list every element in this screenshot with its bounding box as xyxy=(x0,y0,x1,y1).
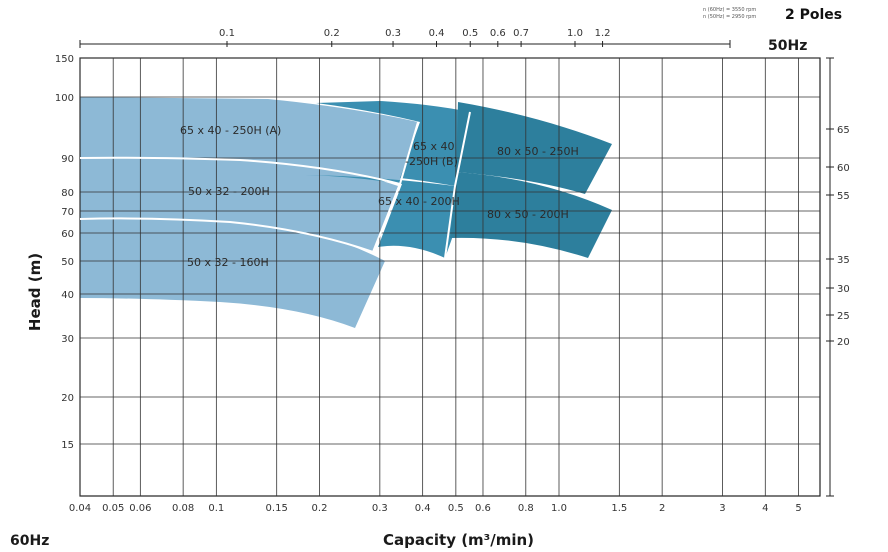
top-tick-labels: 0.1 0.2 0.3 0.4 0.5 0.6 0.7 1.0 1.2 xyxy=(219,28,611,47)
bottom-tick-label: 0.8 xyxy=(518,503,534,514)
top-tick-label: 0.6 xyxy=(490,28,506,39)
right-tick-label: 30 xyxy=(837,284,850,295)
x-axis-title: Capacity (m³/min) xyxy=(383,531,534,549)
region-65x40-250h-b xyxy=(316,101,470,186)
region-80x50-200h xyxy=(450,172,612,258)
bottom-tick-label: 1.0 xyxy=(551,503,567,514)
series-label: 50 x 32 - 160H xyxy=(187,256,269,269)
region-borders xyxy=(79,111,471,259)
y-axis-title: Head (m) xyxy=(26,253,44,331)
top-tick-label: 0.7 xyxy=(513,28,529,39)
top-tick-label: 1.2 xyxy=(595,28,611,39)
poles-label: 2 Poles xyxy=(785,7,842,23)
right-tick-label: 60 xyxy=(837,163,850,174)
series-label: -250H (B) xyxy=(405,155,458,168)
bottom-tick-label: 0.15 xyxy=(266,503,288,514)
region-50x32-200h xyxy=(80,157,398,252)
series-labels: 65 x 40 - 250H (A) 50 x 32 - 200H 50 x 32 … xyxy=(180,124,579,269)
top-tick-label: 0.2 xyxy=(324,28,340,39)
bottom-tick-label: 0.08 xyxy=(172,503,194,514)
region-65x40-250h-a xyxy=(80,97,418,184)
left-tick-label: 60 xyxy=(61,229,74,240)
left-tick-label: 150 xyxy=(55,54,74,65)
right-tick-labels: 65 60 55 35 30 25 20 xyxy=(826,125,850,348)
series-label: 65 x 40 - 250H (A) xyxy=(180,124,281,137)
rpm-note-60: n (60Hz) = 3550 rpm xyxy=(703,7,756,13)
left-tick-label: 15 xyxy=(61,440,74,451)
right-tick-label: 55 xyxy=(837,191,850,202)
series-label: 65 x 40 - 200H xyxy=(378,195,460,208)
bottom-tick-label: 0.6 xyxy=(475,503,491,514)
pump-regions xyxy=(80,97,612,328)
bottom-tick-label: 0.2 xyxy=(312,503,328,514)
bottom-tick-label: 5 xyxy=(795,503,801,514)
bottom-tick-label: 3 xyxy=(719,503,725,514)
bottom-tick-label: 0.04 xyxy=(69,503,91,514)
left-tick-label: 70 xyxy=(61,207,74,218)
top-tick-label: 0.1 xyxy=(219,28,235,39)
series-label: 50 x 32 - 200H xyxy=(188,185,270,198)
bottom-tick-label: 2 xyxy=(659,503,665,514)
top-tick-label: 1.0 xyxy=(567,28,583,39)
bottom-tick-label: 0.06 xyxy=(129,503,151,514)
left-tick-label: 50 xyxy=(61,257,74,268)
left-tick-label: 40 xyxy=(61,290,74,301)
bottom-tick-label: 0.3 xyxy=(372,503,388,514)
right-tick-label: 35 xyxy=(837,255,850,266)
right-tick-label: 25 xyxy=(837,311,850,322)
rpm-note-50: n (50Hz) = 2950 rpm xyxy=(703,14,756,20)
left-tick-label: 100 xyxy=(55,93,74,104)
bottom-tick-label: 0.4 xyxy=(415,503,431,514)
bottom-tick-label: 0.1 xyxy=(208,503,224,514)
top-axis-tag: 50Hz xyxy=(768,38,807,54)
bottom-tick-labels: 0.04 0.05 0.06 0.08 0.1 0.15 0.2 0.3 0.4 0.5 0.6 0.… xyxy=(69,503,802,514)
bottom-tick-label: 0.5 xyxy=(448,503,464,514)
series-label: 80 x 50 - 250H xyxy=(497,145,579,158)
bottom-tick-label: 0.05 xyxy=(102,503,124,514)
left-tick-label: 80 xyxy=(61,188,74,199)
top-tick-label: 0.4 xyxy=(429,28,445,39)
bottom-tick-label: 1.5 xyxy=(611,503,627,514)
region-50x32-160h xyxy=(80,218,385,328)
left-tick-label: 30 xyxy=(61,334,74,345)
left-tick-label: 90 xyxy=(61,154,74,165)
left-tick-label: 20 xyxy=(61,393,74,404)
top-tick-label: 0.3 xyxy=(385,28,401,39)
top-tick-label: 0.5 xyxy=(462,28,478,39)
bottom-axis-tag: 60Hz xyxy=(10,533,49,549)
series-label: 65 x 40 xyxy=(413,140,455,153)
region-65x40-200h xyxy=(305,175,470,258)
left-tick-labels: 150 100 90 80 70 60 50 40 30 20 15 xyxy=(55,54,74,451)
bottom-tick-label: 4 xyxy=(762,503,768,514)
series-label: 80 x 50 - 200H xyxy=(487,208,569,221)
region-80x50-250h xyxy=(456,102,612,194)
grid xyxy=(79,40,834,497)
right-tick-label: 20 xyxy=(837,337,850,348)
right-tick-label: 65 xyxy=(837,125,850,136)
